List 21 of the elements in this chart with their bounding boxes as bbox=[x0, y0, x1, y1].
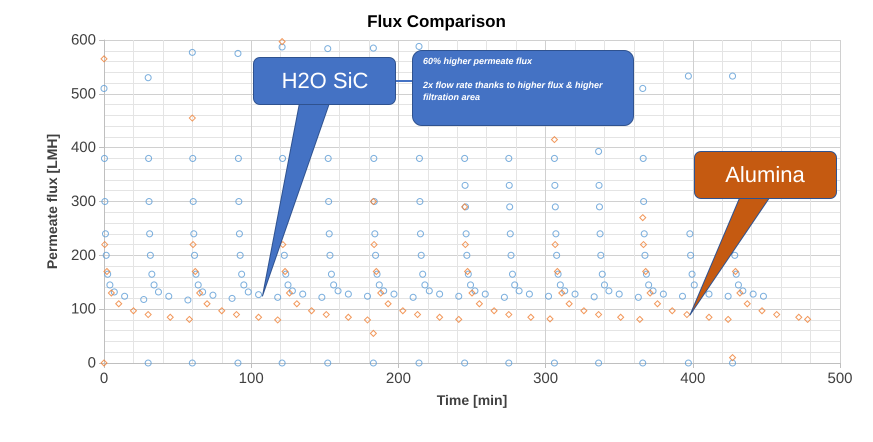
speech-callout: H2O SiC bbox=[252, 56, 398, 297]
x-tick-label: 200 bbox=[386, 370, 411, 387]
speech-callout: Alumina bbox=[689, 150, 838, 316]
y-tick-label: 400 bbox=[70, 139, 96, 156]
y-tick-label: 300 bbox=[70, 193, 96, 210]
x-tick-label: 0 bbox=[100, 370, 108, 387]
x-tick-label: 100 bbox=[238, 370, 264, 387]
x-tick-label: 400 bbox=[680, 370, 706, 387]
y-tick-label: 600 bbox=[70, 32, 96, 48]
x-tick-label: 500 bbox=[827, 370, 853, 387]
y-tick-label: 500 bbox=[70, 85, 96, 102]
annotation: Alumina bbox=[694, 151, 836, 199]
note-box: 60% higher permeate flux 2x flow rate thanks to higher flux & higher filtration area bbox=[412, 50, 634, 126]
chart-title: Flux Comparison bbox=[367, 12, 506, 31]
x-axis-title: Time [min] bbox=[436, 392, 508, 408]
y-axis-title: Permeate flux [LMH] bbox=[44, 134, 60, 270]
x-tick-label: 300 bbox=[533, 370, 558, 387]
annotation: H2O SiC bbox=[253, 56, 396, 105]
y-tick-label: 100 bbox=[70, 300, 96, 318]
y-tick-label: 0 bbox=[88, 354, 96, 372]
y-tick-label: 200 bbox=[70, 246, 96, 264]
